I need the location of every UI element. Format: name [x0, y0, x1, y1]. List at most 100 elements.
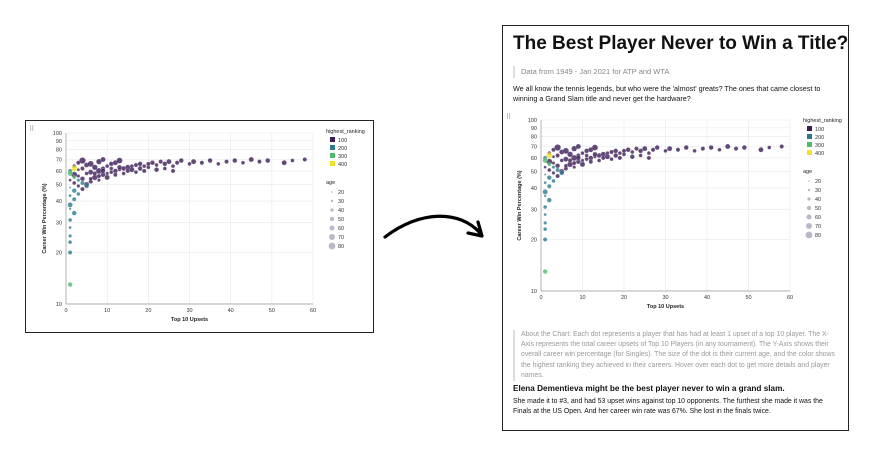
legend-size-label: 50: [338, 217, 344, 223]
data-point: [725, 143, 731, 150]
data-point: [88, 169, 94, 175]
data-point: [68, 217, 73, 222]
y-tick-label: 100: [528, 118, 537, 124]
legend-size-label: 30: [338, 199, 344, 205]
drag-grip-icon[interactable]: ⠿: [506, 114, 511, 121]
legend-size-dot: [807, 197, 811, 201]
data-point: [67, 202, 73, 208]
legend-color-swatch: [330, 137, 335, 142]
data-point: [162, 161, 168, 167]
data-point: [162, 166, 167, 171]
legend-color-title: highest_ranking: [326, 129, 365, 135]
data-point: [562, 147, 569, 154]
y-tick-label: 50: [56, 182, 62, 188]
data-point: [613, 153, 619, 158]
x-tick-label: 0: [64, 308, 67, 314]
data-point: [588, 159, 594, 164]
data-point: [105, 164, 110, 169]
data-point: [72, 175, 77, 180]
data-point: [241, 160, 245, 165]
y-tick-label: 10: [56, 302, 62, 308]
data-point: [554, 144, 561, 151]
data-point: [546, 152, 553, 159]
data-point: [68, 225, 72, 230]
data-point: [80, 186, 85, 192]
data-point: [109, 170, 114, 175]
x-tick-label: 30: [186, 308, 192, 314]
data-point: [146, 161, 151, 167]
x-tick-label: 50: [745, 295, 751, 301]
legend-size-title: age: [803, 169, 812, 175]
about-chart-text: About the Chart: Each dot represents a p…: [513, 330, 839, 382]
data-point: [542, 269, 548, 274]
data-point: [559, 170, 565, 176]
data-point: [646, 155, 652, 161]
data-point: [105, 171, 109, 176]
data-point: [113, 172, 118, 177]
legend-size-dot: [330, 208, 334, 212]
data-point: [142, 168, 147, 174]
data-point: [667, 146, 673, 152]
data-point: [232, 158, 238, 163]
y-tick-label: 80: [56, 148, 62, 154]
data-point: [663, 148, 668, 153]
x-tick-label: 60: [787, 295, 793, 301]
legend-color-label: 200: [815, 135, 824, 141]
legend-size-label: 40: [338, 208, 344, 214]
data-point: [142, 164, 147, 169]
data-point: [100, 156, 106, 163]
data-point: [137, 161, 143, 167]
data-point: [76, 184, 81, 188]
data-point: [68, 234, 72, 238]
data-point: [542, 189, 548, 195]
legend-color-label: 300: [338, 154, 347, 160]
data-point: [92, 171, 98, 176]
data-point: [638, 153, 643, 158]
legend-size-label: 70: [338, 235, 344, 241]
legend-size-dot: [808, 180, 810, 182]
data-point: [571, 160, 577, 166]
data-point: [87, 160, 94, 167]
legend-color-swatch: [807, 142, 812, 147]
data-point: [613, 148, 619, 154]
y-tick-label: 30: [531, 207, 537, 213]
legend-size-label: 50: [815, 206, 821, 212]
data-point: [567, 158, 573, 163]
drag-grip-icon[interactable]: ⠿: [29, 126, 34, 133]
data-point: [150, 160, 155, 166]
y-axis-title: Career Win Percentage (%): [517, 170, 523, 240]
data-point: [190, 159, 197, 165]
data-point: [543, 221, 547, 225]
data-point: [609, 149, 614, 155]
highlight-body: She made it to #3, and had 53 upset wins…: [513, 398, 823, 416]
data-point: [71, 165, 78, 172]
data-point: [575, 143, 581, 150]
data-point: [80, 176, 85, 182]
data-point: [555, 153, 560, 158]
data-point: [622, 152, 626, 157]
legend-color-swatch: [807, 150, 812, 155]
legend-size-dot: [329, 216, 335, 222]
data-point: [597, 158, 602, 163]
y-tick-label: 10: [531, 289, 537, 295]
data-point: [146, 165, 151, 170]
data-point: [76, 178, 81, 182]
data-point: [96, 173, 102, 179]
data-point: [546, 175, 552, 181]
legend-size-dot: [806, 205, 812, 211]
data-point: [97, 178, 101, 182]
data-point: [584, 153, 589, 158]
page-title: The Best Player Never to Win a Title?: [513, 33, 849, 54]
data-point: [700, 146, 706, 151]
data-point: [174, 160, 180, 165]
data-point: [68, 240, 73, 245]
legend-color-swatch: [330, 161, 335, 166]
data-point: [547, 184, 552, 189]
legend-color-swatch: [330, 145, 335, 150]
y-tick-label: 20: [56, 251, 62, 257]
data-point: [71, 188, 77, 194]
data-point: [72, 181, 77, 185]
data-point: [133, 170, 138, 175]
